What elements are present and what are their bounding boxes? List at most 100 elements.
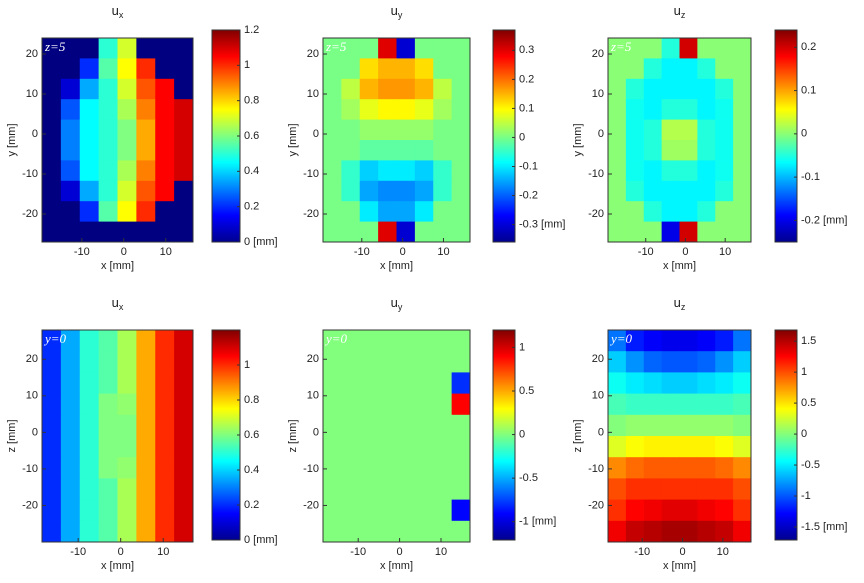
heat-cell: [643, 436, 663, 458]
heat-cell: [679, 436, 698, 458]
heat-cell: [117, 351, 137, 373]
heat-cell: [341, 180, 361, 202]
x-axis-label: x [mm]: [101, 560, 134, 572]
heat-cell: [396, 330, 416, 352]
heat-cell: [117, 478, 137, 501]
x-tick-label: -10: [638, 246, 654, 258]
heat-cell: [396, 78, 416, 100]
annotation: y=0: [609, 331, 633, 346]
heat-cell: [359, 99, 379, 121]
heat-cell: [136, 520, 156, 543]
heat-cell: [625, 221, 645, 243]
heat-cell: [359, 119, 379, 141]
heat-cell: [697, 140, 716, 161]
heat-cell: [697, 38, 716, 59]
heat-cell: [433, 119, 453, 141]
axes-frame: [322, 37, 471, 243]
annotation: y=0: [43, 331, 67, 346]
heat-cell: [608, 457, 627, 479]
heat-cell: [433, 457, 453, 479]
heat-cell: [378, 180, 397, 202]
colorbar-tick-label: 1.2: [244, 24, 259, 36]
heat-cell: [117, 78, 137, 100]
heat-cell: [625, 436, 645, 458]
colorbar-tick-label: -1: [801, 490, 811, 502]
heat-cell: [697, 180, 716, 202]
heat-cell: [155, 221, 175, 243]
y-tick-label: 10: [307, 88, 319, 100]
colorbar-tick-label: 0.1: [801, 84, 816, 96]
heat-cell: [679, 58, 698, 80]
heat-cell: [323, 201, 342, 223]
heat-cell: [625, 478, 645, 501]
heat-cell: [715, 140, 734, 161]
heat-cell: [378, 457, 397, 479]
heat-cell: [378, 119, 397, 141]
heat-cell: [733, 478, 752, 501]
heat-cell: [433, 372, 453, 395]
heat-cell: [60, 201, 81, 223]
panel-title: uz: [674, 295, 686, 312]
x-tick-label: 0: [679, 546, 685, 558]
heat-cell: [643, 330, 663, 352]
heat-cell: [733, 351, 752, 373]
x-tick-label: 10: [717, 546, 729, 558]
heat-cell: [341, 330, 361, 352]
x-tick-label: 0: [121, 246, 127, 258]
heat-cell: [60, 140, 81, 161]
heat-cell: [79, 393, 100, 416]
annotation: z=5: [610, 39, 632, 54]
heat-cell: [341, 520, 361, 543]
heat-cell: [174, 351, 194, 373]
heat-cell: [359, 351, 379, 373]
heat-cell: [60, 119, 81, 141]
heat-cell: [117, 160, 137, 182]
heat-cell: [378, 38, 397, 59]
heat-cell: [42, 330, 62, 352]
heat-cell: [396, 351, 416, 373]
heat-cell: [396, 160, 416, 182]
panel-title: uy: [391, 3, 403, 20]
heat-cell: [155, 499, 175, 522]
heat-cell: [359, 478, 379, 501]
heat-cell: [697, 201, 716, 223]
heat-cell: [378, 140, 397, 161]
colorbar-tick-label: 0.1: [519, 102, 534, 114]
heat-cell: [79, 351, 100, 373]
heat-cell: [608, 201, 627, 223]
heat-cell: [359, 436, 379, 458]
heat-cell: [341, 38, 361, 59]
heat-cell: [378, 499, 397, 522]
y-tick-label: 0: [32, 128, 38, 140]
heat-cell: [661, 436, 680, 458]
heat-cell: [608, 478, 627, 501]
heat-cell: [697, 414, 716, 437]
heat-cell: [155, 160, 175, 182]
colorbar-tick-label: -0.2 [mm]: [801, 214, 847, 226]
heat-cell: [136, 119, 156, 141]
heat-cell: [117, 436, 137, 458]
colorbar-tick-label: 0: [519, 131, 525, 143]
heat-cell: [60, 38, 81, 59]
heat-cell: [625, 38, 645, 59]
heat-cell: [661, 180, 680, 202]
colorbar-tick-label: 1: [244, 59, 250, 71]
heat-cell: [396, 478, 416, 501]
heat-cell: [378, 393, 397, 416]
colorbar-tick-label: 0 [mm]: [244, 236, 278, 248]
heat-cell: [359, 180, 379, 202]
annotation: y=0: [324, 331, 348, 346]
title-subscript: y: [398, 10, 403, 20]
y-tick-label: 0: [32, 426, 38, 438]
heat-cell: [117, 221, 137, 243]
heat-cell: [341, 414, 361, 437]
heat-cell: [341, 160, 361, 182]
x-tick-label: 0: [397, 546, 403, 558]
y-tick-label: 10: [592, 88, 604, 100]
heat-cell: [661, 414, 680, 437]
heat-cell: [79, 436, 100, 458]
heat-cell: [341, 201, 361, 223]
heat-cell: [136, 58, 156, 80]
colorbar-tick-label: 0.5: [519, 385, 534, 397]
colorbar-tick-label: -0.1: [519, 160, 538, 172]
